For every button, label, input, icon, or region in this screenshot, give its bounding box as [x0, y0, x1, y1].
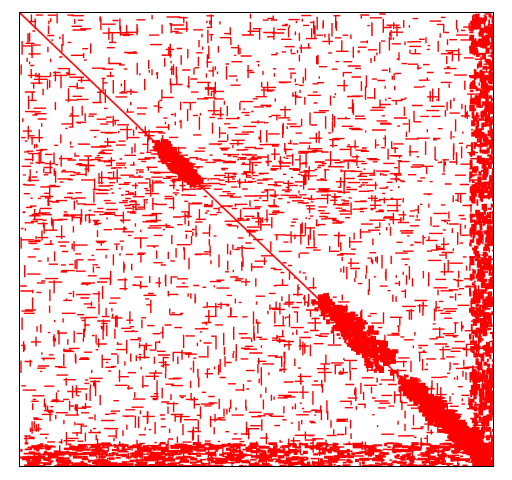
sparsity-pattern	[20, 13, 493, 466]
nonzero-entries	[20, 13, 493, 466]
